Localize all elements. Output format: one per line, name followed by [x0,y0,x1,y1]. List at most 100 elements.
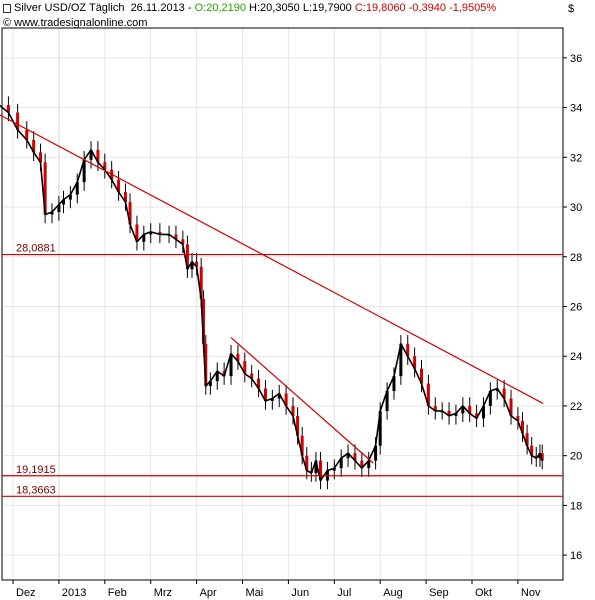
price-candle [392,376,396,392]
y-tick-label: 26 [570,301,582,313]
x-tick-label: Mrz [154,587,172,599]
price-candle [346,453,350,459]
level-label: 28,0881 [16,243,56,255]
price-candle [158,231,162,235]
change-percent-value: -1,9505% [449,2,497,14]
price-candle [195,261,199,267]
price-candle [32,139,36,153]
price-candle [433,405,437,411]
price-candle [296,415,300,436]
price-candle [25,129,29,140]
x-tick-label: 2013 [62,587,86,599]
price-candle [149,231,153,235]
price-candle [57,204,61,212]
price-candle [128,202,132,225]
price-candle [353,453,357,461]
price-candle [263,388,267,401]
price-candle [319,460,323,481]
price-candle [201,299,205,344]
plot-frame [1,27,564,581]
price-candle [378,410,382,446]
price-candle [215,371,219,382]
price-candle [284,393,288,406]
price-candle [461,405,465,414]
price-candle [142,234,146,242]
x-tick-label: Apr [200,587,217,599]
y-tick-label: 30 [570,202,582,214]
x-tick-label: Aug [383,587,403,599]
change-value: -0,3940 [408,2,446,14]
x-tick-label: Sep [429,587,449,599]
y-tick-label: 20 [570,451,582,463]
price-candle [96,149,100,163]
y-tick-label: 18 [570,500,582,512]
price-candle [50,212,54,215]
date-label: 26.11.2013 [130,2,185,14]
x-tick-label: Okt [475,587,492,599]
y-tick-label: 36 [570,53,582,65]
x-tick-label: Jul [337,587,351,599]
price-candle [199,266,203,300]
price-candle [520,420,524,434]
price-candle [181,239,185,245]
trendline [230,337,374,464]
price-candle [300,435,304,456]
price-candle [406,343,410,357]
price-candle [243,361,247,374]
price-candle [135,224,139,242]
price-candle [314,460,318,474]
high-value: H:20,3050 [249,2,300,14]
price-candle [413,356,417,369]
price-candle [277,393,281,399]
price-candle [103,162,107,170]
price-candle [525,433,529,446]
price-candle [229,353,233,377]
copyright-icon: © [3,17,15,29]
price-candle [516,415,520,421]
price-candle [174,234,178,240]
price-candle [481,405,485,419]
low-value: L:19,7900 [302,2,352,14]
price-candle [75,182,79,195]
price-candle [502,388,506,399]
y-tick-label: 34 [570,103,582,115]
price-candle [270,398,274,401]
price-candle [420,368,424,384]
price-candle [61,199,65,205]
x-tick-label: Dez [16,587,36,599]
y-tick-label: 28 [570,252,582,264]
price-candle [367,460,371,469]
source-line: © www.tradesignalonline.com [3,17,147,30]
currency-label: $ [568,3,575,15]
price-candle [257,378,261,389]
level-label: 18,3663 [16,484,56,496]
price-candle [305,455,309,471]
price-candle [399,343,403,377]
price-candle [123,192,127,203]
source-label: www.tradesignalonline.com [14,17,148,29]
price-candle [385,391,389,411]
price-candle [117,179,121,193]
trendline [0,114,544,404]
y-tick-label: 22 [570,401,582,413]
price-candle [43,162,47,215]
menu-icon[interactable] [3,3,11,13]
y-tick-label: 32 [570,152,582,164]
price-candle [454,413,458,416]
price-line [0,104,543,482]
close-value: C:19,8060 [354,2,406,14]
price-candle [530,445,534,456]
symbol-label: Silver USD/OZ Täglich [14,2,125,14]
price-candle [250,373,254,379]
chart-header: Silver USD/OZ Täglich 26.11.2013 - O:20,… [3,2,496,15]
price-candle [475,413,479,419]
price-candle [185,244,189,270]
price-candle [89,149,93,160]
price-candle [82,159,86,183]
price-candle [360,460,364,469]
price-candle [204,343,208,387]
price-candle [468,405,472,414]
y-tick-label: 16 [570,550,582,562]
price-candle [16,112,20,130]
